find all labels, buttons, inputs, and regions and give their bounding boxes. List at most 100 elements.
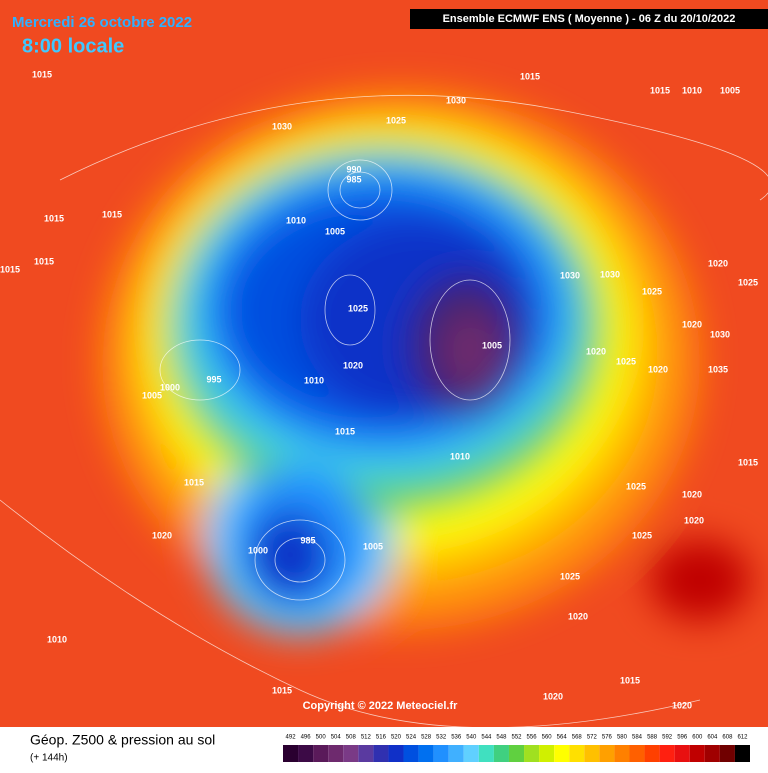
model-box [410,9,768,29]
isobar-label: 1025 [616,356,636,366]
legend-label: 564 [557,735,568,741]
isobar-label: 1025 [348,303,368,313]
isobar-label: 1000 [160,382,180,392]
legend-label: 496 [301,735,312,741]
legend-label: 540 [466,735,477,741]
legend-swatch [644,745,660,762]
legend-swatch [584,745,600,762]
isobar-label: 1020 [684,515,704,525]
legend-swatch [313,745,329,762]
footer-lead: (+ 144h) [30,753,68,764]
isobar-label: 1015 [0,264,20,274]
legend-swatch [358,745,374,762]
isobar-label: 1025 [642,286,662,296]
isobar-label: 1020 [586,346,606,356]
isobar-label: 1025 [632,530,652,540]
isobar-label: 1025 [626,481,646,491]
legend-swatch [493,745,509,762]
legend-label: 544 [481,735,492,741]
isobar-label: 1030 [600,269,620,279]
isobar-label: 1015 [738,457,758,467]
legend-label: 508 [346,735,357,741]
isobar-label: 1035 [708,364,728,374]
geopotential-field [100,90,750,635]
legend-swatch [373,745,389,762]
legend-label: 556 [527,735,538,741]
legend-label: 588 [647,735,658,741]
legend-label: 548 [496,735,507,741]
isobar-label: 1015 [620,675,640,685]
date: Mercredi 26 octobre 2022 [12,14,192,31]
isobar-label: 1015 [102,209,122,219]
time: 8:00 locale [22,35,124,57]
legend-label: 560 [542,735,553,741]
isobar-label: 1020 [708,258,728,268]
legend-label: 520 [391,735,402,741]
legend-label: 568 [572,735,583,741]
legend-swatch [674,745,690,762]
legend-swatch [328,745,344,762]
legend-swatch [614,745,630,762]
legend-label: 552 [511,735,522,741]
isobar-label: 1010 [682,85,702,95]
legend-label: 580 [617,735,628,741]
legend-swatch [569,745,585,762]
isobar-label: 1015 [184,477,204,487]
legend-swatch [704,745,720,762]
isobar-label: 1025 [738,277,758,287]
legend-swatch [433,745,449,762]
isobars [0,94,768,729]
legend-swatch [298,745,314,762]
legend-swatch [403,745,419,762]
isobar-label: 1015 [32,69,52,79]
copyright: Copyright © 2022 Meteociel.fr [303,700,459,712]
legend-swatch [629,745,645,762]
legend-label: 536 [451,735,462,741]
legend-swatch [554,745,570,762]
model-info: Ensemble ECMWF ENS ( Moyenne ) - 06 Z du… [443,13,736,25]
isobar-label: 1020 [343,360,363,370]
legend-swatch [448,745,464,762]
legend-swatch [734,745,750,762]
legend-swatch [463,745,479,762]
legend-swatch [388,745,404,762]
isobar-label: 1030 [710,329,730,339]
isobar-label: 1015 [34,256,54,266]
isobar-label: 995 [206,374,221,384]
isobar-label: 1015 [520,71,540,81]
isobar-label: 1020 [648,364,668,374]
isobar-label: 1000 [248,545,268,555]
legend-label: 592 [662,735,673,741]
isobar-label: 985 [300,535,315,545]
legend-swatch [719,745,735,762]
isobar-label: 1020 [672,700,692,710]
legend-label: 604 [707,735,718,741]
isobar-label: 1030 [560,270,580,280]
isobar-label: 1020 [682,319,702,329]
isobar-label: 1015 [272,685,292,695]
isobar-label: 1015 [335,426,355,436]
legend-label: 532 [436,735,447,741]
legend: 492 496 500 504 508 512 516 520 524 528 532 536 540 5… [283,735,750,762]
legend-label: 596 [677,735,688,741]
isobar-label: 1005 [482,340,502,350]
legend-swatch [508,745,525,762]
isobar-label: 1015 [650,85,670,95]
isobar-label: 985 [346,174,361,184]
legend-label: 576 [602,735,613,741]
footer-title: Géop. Z500 & pression au sol [30,732,215,748]
isobar-label: 1030 [272,121,292,131]
isobar-label: 1020 [682,489,702,499]
legend-swatch [524,745,540,762]
legend-label: 584 [632,735,643,741]
isobar-label: 1025 [560,571,580,581]
isobar-label: 1020 [543,691,563,701]
isobar-label: 1030 [446,95,466,105]
legend-label: 504 [331,735,342,741]
isobar-label: 1010 [450,451,470,461]
isobar-label: 1010 [286,215,306,225]
isobar-label: 1005 [142,390,162,400]
legend-swatch [478,745,494,762]
